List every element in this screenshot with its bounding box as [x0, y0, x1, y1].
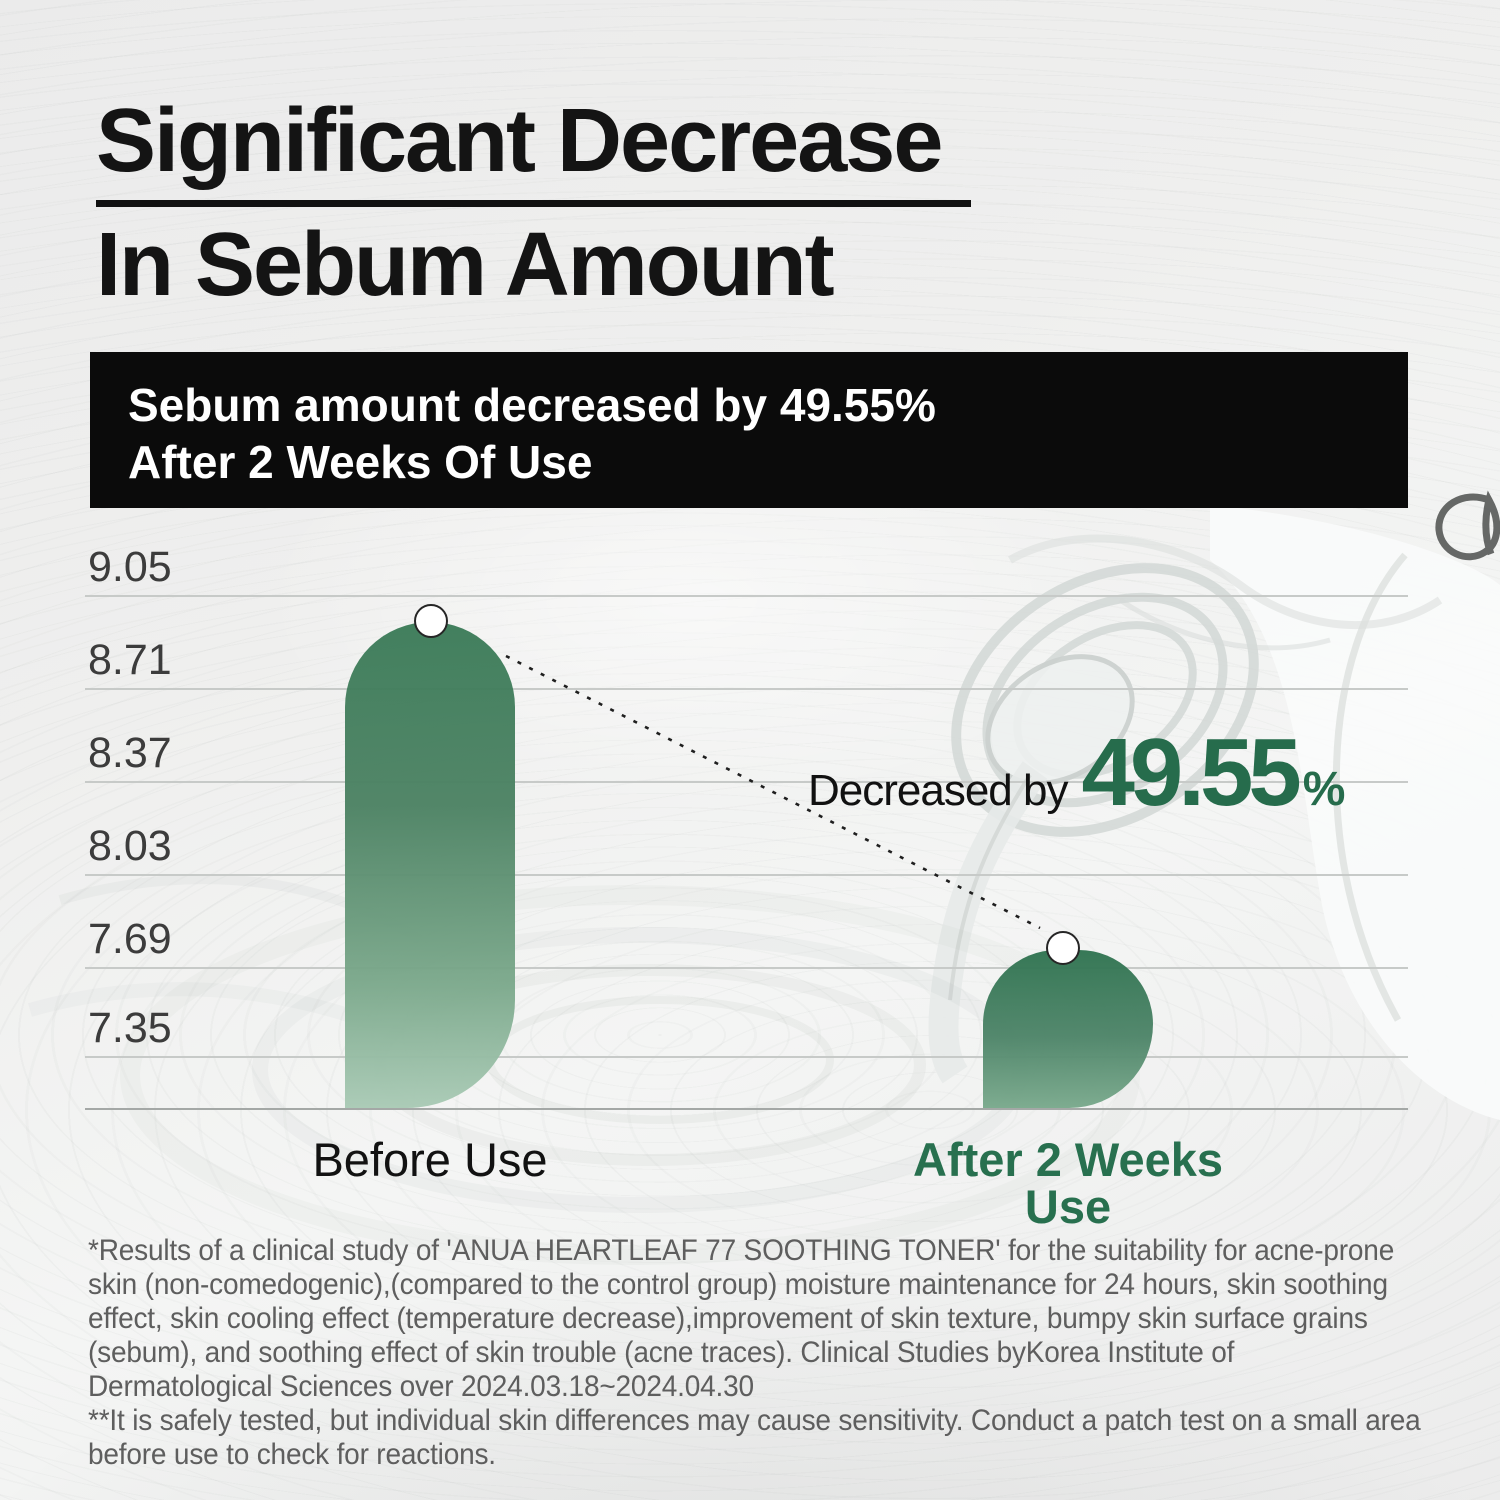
gridline [85, 595, 1408, 597]
x-label-before-use: Before Use [312, 1133, 548, 1186]
y-tick-label: 7.69 [88, 915, 172, 963]
decrease-annotation-value: 49.55 [1081, 719, 1301, 826]
page-title: Significant Decrease In Sebum Amount [96, 96, 972, 315]
y-tick-label: 8.03 [88, 822, 172, 870]
claim-banner-line1: Sebum amount decreased by 49.55% [128, 379, 936, 431]
y-tick-label: 8.37 [88, 729, 172, 777]
gridline [85, 967, 1408, 969]
footnote-clinical-study: *Results of a clinical study of 'ANUA HE… [88, 1234, 1395, 1403]
bottle-body [1210, 505, 1500, 1120]
title-line2: In Sebum Amount [96, 215, 835, 315]
bottle-label-glyph [1435, 490, 1500, 561]
title-line1: Significant Decrease [96, 96, 972, 207]
y-tick-label: 8.71 [88, 636, 172, 684]
gridline [85, 1056, 1408, 1058]
footnote: *Results of a clinical study of 'ANUA HE… [88, 1234, 1426, 1472]
bar-before-marker-dot [414, 604, 448, 638]
decrease-annotation: Decreased by 49.55 % [808, 718, 1345, 828]
axis-baseline [85, 1108, 1408, 1110]
splash-streak [1118, 597, 1331, 651]
decrease-annotation-prefix: Decreased by [808, 766, 1068, 815]
y-tick-label: 7.35 [88, 1004, 172, 1052]
bar-after-2-weeks [983, 950, 1153, 1108]
splash-streak [1008, 534, 1443, 630]
bottle-body-edge [1332, 552, 1408, 1022]
bar-before-use [345, 622, 515, 1108]
footnote-patch-test: **It is safely tested, but individual sk… [88, 1404, 1421, 1471]
claim-banner-line2: After 2 Weeks Of Use [128, 436, 593, 488]
claim-banner: Sebum amount decreased by 49.55% After 2… [90, 352, 1408, 508]
percent-sign: % [1302, 763, 1346, 816]
bar-after-marker-dot [1046, 931, 1080, 965]
gridline [85, 688, 1408, 690]
y-tick-label: 9.05 [88, 543, 172, 591]
x-label-after-2-weeks: After 2 Weeks Use [913, 1133, 1223, 1233]
gridline [85, 874, 1408, 876]
